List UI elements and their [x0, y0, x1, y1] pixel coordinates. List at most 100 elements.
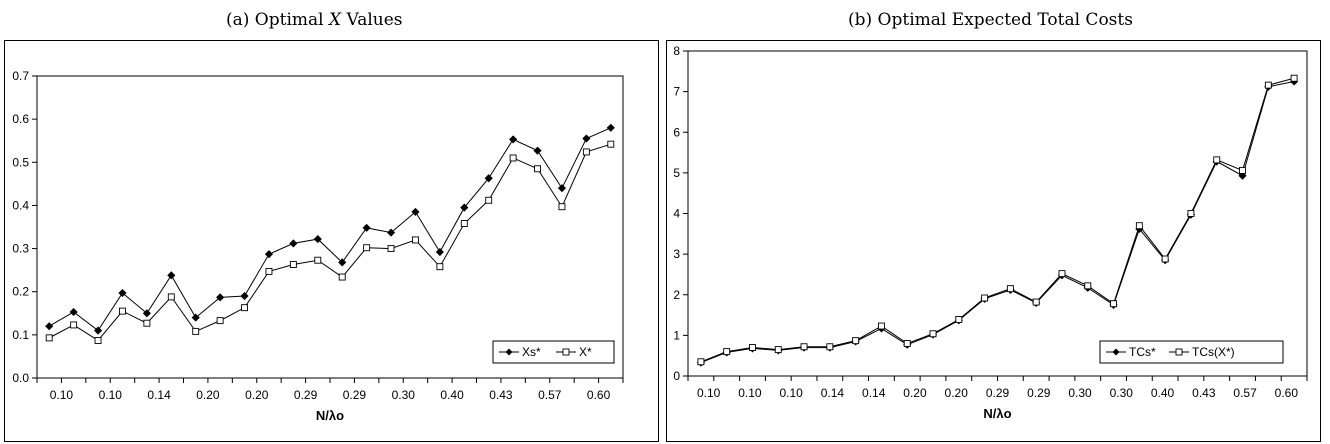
data-point-diamond [167, 271, 176, 280]
data-point-diamond [69, 307, 78, 317]
x-tick-label: 0.29 [1027, 386, 1051, 400]
data-point-square [509, 154, 517, 162]
y-tick-label: 0.2 [12, 285, 29, 299]
data-point-square [338, 273, 346, 281]
data-point-diamond [216, 293, 225, 302]
x-tick-label: 0.60 [1275, 386, 1299, 400]
legend-marker-square [562, 348, 570, 356]
data-point-square [852, 337, 860, 345]
legend: Xs* X* [492, 340, 615, 364]
y-tick-label: 5 [673, 166, 680, 180]
data-point-diamond [509, 135, 518, 144]
data-point-square [1290, 74, 1298, 82]
data-point-square [697, 358, 705, 366]
caption-b: (b) Optimal Expected Total Costs [848, 10, 1133, 30]
x-axis-label: N/λo [316, 408, 344, 423]
x-tick-label: 0.20 [945, 386, 969, 400]
x-axis-label: N/λo [983, 406, 1011, 421]
x-tick-label: 0.30 [1110, 386, 1134, 400]
y-tick-label: 0.3 [12, 242, 29, 256]
data-point-diamond [191, 313, 200, 322]
data-point-diamond [362, 223, 371, 232]
data-point-diamond [435, 247, 444, 257]
x-tick-label: 0.43 [489, 388, 513, 402]
x-tick-label: 0.29 [294, 388, 318, 402]
data-point-square [387, 245, 395, 253]
data-point-square [363, 244, 371, 252]
data-point-diamond [386, 228, 396, 237]
data-point-diamond [582, 134, 591, 143]
x-tick-label: 0.60 [587, 388, 611, 402]
data-point-square [981, 294, 989, 302]
data-point-square [94, 337, 102, 344]
data-point-square [412, 236, 419, 244]
x-tick-label: 0.14 [821, 386, 845, 400]
data-point-square [70, 321, 78, 329]
data-point-square [1161, 255, 1169, 263]
legend: TCs* TCs(X*) [1099, 340, 1284, 364]
series-b [697, 74, 1298, 366]
data-point-diamond [484, 174, 493, 183]
data-point-square [1006, 285, 1014, 293]
y-tick-label: 0.6 [12, 112, 29, 126]
data-point-square [1110, 300, 1118, 308]
plot-area [687, 50, 1308, 377]
x-tick-label: 0.30 [1068, 386, 1092, 400]
y-tick-label: 0.5 [12, 155, 29, 169]
data-point-diamond [264, 250, 274, 259]
data-point-square [955, 316, 963, 323]
data-point-square [723, 348, 731, 356]
data-point-square [1264, 81, 1272, 89]
data-point-square [1084, 282, 1092, 290]
series-b [45, 140, 615, 344]
caption-a-suffix: Values [341, 10, 403, 30]
data-point-square [167, 293, 175, 301]
x-tick-label: 0.10 [50, 388, 74, 402]
data-point-square [1058, 270, 1066, 278]
legend-label: X* [579, 345, 592, 359]
chart-panel-a: 0.0 0.1 0.2 0.3 0.4 0.5 0.6 0.7 0.10 0.10 0.14 0.20… [4, 40, 659, 442]
x-tick-label: 0.57 [538, 388, 562, 402]
data-point-diamond [411, 207, 420, 216]
series-a [45, 123, 615, 335]
x-tick-label: 0.20 [903, 386, 927, 400]
x-tick-label: 0.10 [738, 386, 762, 400]
legend-box [1099, 340, 1284, 364]
x-tick-label: 0.20 [245, 388, 269, 402]
x-tick-label: 0.10 [99, 388, 123, 402]
chart-b-svg: 0 1 2 3 4 5 6 7 8 0.10 0.10 0.10 0.14 0.14 0.20 0.20 0.2… [673, 44, 1308, 421]
data-point-square [314, 256, 322, 264]
y-tick-label: 0 [673, 369, 680, 383]
data-point-square [1239, 166, 1246, 174]
x-tick-label: 0.29 [343, 388, 367, 402]
data-point-diamond [118, 288, 127, 298]
data-point-diamond [313, 235, 322, 244]
data-point-square [903, 340, 911, 347]
x-tick-label: 0.30 [392, 388, 416, 402]
data-point-square [460, 220, 468, 227]
x-tick-label: 0.14 [862, 386, 886, 400]
legend-label: TCs(X*) [1192, 345, 1235, 359]
data-point-square [1135, 222, 1143, 230]
x-tick-label: 0.29 [986, 386, 1010, 400]
data-point-square [1213, 156, 1221, 164]
data-point-diamond [45, 322, 54, 331]
data-point-square [289, 261, 297, 268]
y-tick-label: 4 [673, 207, 680, 221]
data-point-square [774, 346, 782, 354]
data-point-square [485, 196, 493, 204]
data-point-diamond [240, 291, 249, 301]
data-point-square [558, 203, 566, 211]
legend-marker-diamond [1112, 348, 1120, 356]
y-tick-label: 3 [673, 247, 680, 261]
x-tick-label: 0.10 [779, 386, 803, 400]
y-tick-label: 0.1 [12, 328, 29, 342]
data-point-square [826, 343, 834, 351]
data-point-diamond [460, 203, 469, 212]
data-point-diamond [533, 146, 542, 155]
data-point-square [1187, 210, 1195, 217]
legend-label: Xs* [522, 345, 541, 359]
data-point-diamond [93, 326, 103, 335]
series-line [700, 77, 1295, 363]
y-tick-label: 0.0 [12, 371, 29, 385]
